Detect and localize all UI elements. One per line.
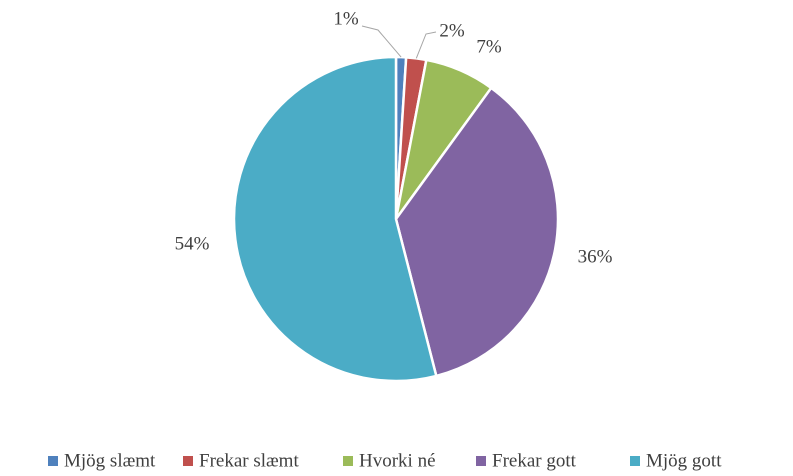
legend-label: Hvorki né — [359, 450, 436, 471]
legend-label: Frekar gott — [492, 450, 577, 471]
legend-label: Mjög gott — [646, 450, 722, 471]
data-label: 54% — [175, 233, 210, 254]
legend-label: Frekar slæmt — [199, 450, 299, 471]
pie-slice — [232, 55, 438, 383]
data-label: 7% — [476, 36, 502, 57]
legend-swatch — [183, 456, 193, 466]
legend-swatch — [343, 456, 353, 466]
legend-label: Mjög slæmt — [64, 450, 156, 471]
data-label: 1% — [333, 8, 359, 29]
legend-swatch — [476, 456, 486, 466]
data-label: 36% — [578, 246, 613, 267]
leader-line — [415, 31, 437, 59]
data-label: 2% — [439, 20, 465, 41]
pie-slice — [394, 86, 560, 378]
legend-swatch — [630, 456, 640, 466]
legend-swatch — [48, 456, 58, 466]
leader-line — [361, 25, 402, 58]
